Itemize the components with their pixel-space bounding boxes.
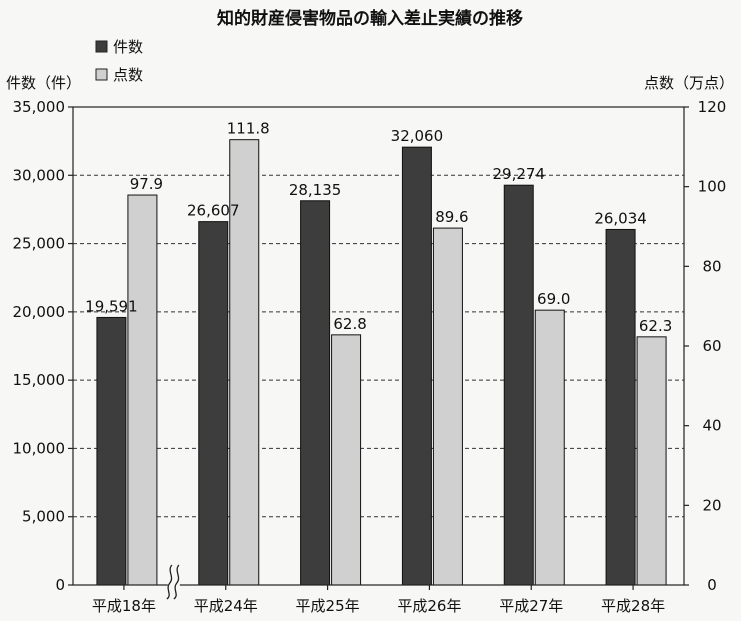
data-label-points: 111.8 <box>227 120 270 138</box>
y-left-tick-label: 20,000 <box>13 303 66 321</box>
bars <box>96 139 667 586</box>
y-right-tick-label: 80 <box>702 257 721 275</box>
data-label-count: 29,274 <box>493 165 546 183</box>
axis-break-mark <box>166 564 173 600</box>
x-tick-label: 平成27年 <box>499 597 563 615</box>
x-tick-label: 平成26年 <box>397 597 461 615</box>
legend-swatch-points <box>95 68 108 81</box>
y-right-tick-label: 120 <box>698 98 727 116</box>
data-label-count: 28,135 <box>289 181 342 199</box>
data-label-points: 62.3 <box>639 317 672 335</box>
x-tick-label: 平成24年 <box>194 597 258 615</box>
y-right-tick-label: 40 <box>702 417 721 435</box>
bar-count <box>96 316 127 586</box>
legend-swatch-count <box>95 40 108 53</box>
x-tick-label: 平成25年 <box>296 597 360 615</box>
x-tick-label: 平成28年 <box>601 597 665 615</box>
x-tick-label: 平成18年 <box>92 597 156 615</box>
y-left-tick-label: 10,000 <box>13 439 66 457</box>
data-label-points: 89.6 <box>435 208 468 226</box>
legend-label-points: 点数 <box>113 66 143 84</box>
bar-points <box>432 227 463 586</box>
data-label-count: 32,060 <box>391 127 444 145</box>
y-left-tick-label: 5,000 <box>22 508 65 526</box>
bar-count <box>198 221 229 586</box>
plot-frame <box>72 106 685 586</box>
bar-count <box>605 228 636 586</box>
bar-points <box>636 336 667 586</box>
bar-points <box>534 309 565 586</box>
data-label-points: 97.9 <box>130 175 163 193</box>
y-left-tick-label: 25,000 <box>13 235 66 253</box>
bar-points <box>229 139 260 586</box>
chart-title: 知的財産侵害物品の輸入差止実績の推移 <box>216 8 523 29</box>
bar-count <box>503 184 534 586</box>
y-left-tick-label: 30,000 <box>13 166 66 184</box>
data-label-count: 19,591 <box>85 297 138 315</box>
axis-break-mark <box>173 564 180 600</box>
y-right-tick-label: 20 <box>702 496 721 514</box>
bar-points <box>127 194 158 586</box>
y-left-tick-label: 35,000 <box>13 98 66 116</box>
bar-points <box>331 334 362 586</box>
bar-count <box>300 200 331 586</box>
data-labels: 19,591 97.9 26,607 111.8 28,135 62.8 32,060 89.… <box>85 120 672 335</box>
legend: 件数 点数 <box>95 38 143 84</box>
y-right-tick-label: 0 <box>707 576 717 594</box>
data-label-count: 26,607 <box>187 202 240 220</box>
y-right-tick-label: 100 <box>698 178 727 196</box>
y-left-tick-label: 0 <box>55 576 65 594</box>
data-label-points: 69.0 <box>537 290 570 308</box>
y-right-axis-title: 点数（万点） <box>644 74 734 92</box>
bar-count <box>401 146 432 586</box>
y-left-axis-title: 件数（件） <box>6 74 81 92</box>
data-label-points: 62.8 <box>333 315 366 333</box>
axes: 0 5,000 10,000 15,000 20,000 25,000 30,000 35,0… <box>13 98 727 615</box>
y-left-tick-label: 15,000 <box>13 371 66 389</box>
gridlines <box>73 174 684 518</box>
y-right-tick-label: 60 <box>702 337 721 355</box>
data-label-count: 26,034 <box>594 209 647 227</box>
legend-label-count: 件数 <box>113 38 143 56</box>
